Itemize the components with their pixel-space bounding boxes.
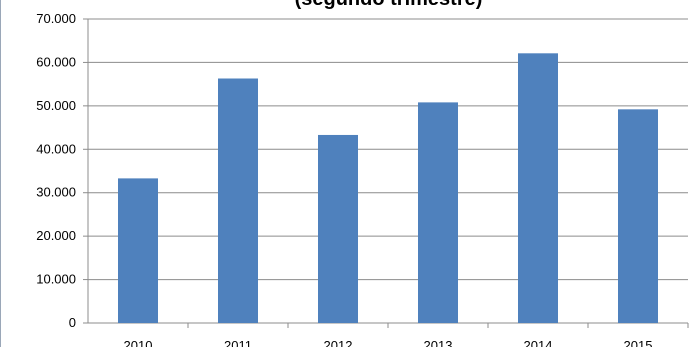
bar-2014 (518, 53, 558, 324)
y-tick-label: 50.000 (36, 98, 76, 113)
y-tick-label: 20.000 (36, 228, 76, 243)
bar-2015 (618, 109, 658, 324)
x-tick-label-2012: 2012 (324, 338, 353, 347)
bar-2012 (318, 134, 358, 323)
y-tick-label: 70.000 (36, 11, 76, 26)
bar-2010 (118, 178, 158, 323)
chart-title: (segundo trimestre) (91, 0, 686, 11)
x-tick-label-2015: 2015 (624, 338, 653, 347)
x-tick-label-2010: 2010 (124, 338, 153, 347)
y-tick-label: 40.000 (36, 141, 76, 156)
bar-2011 (218, 78, 258, 323)
x-tick-label-2014: 2014 (524, 338, 553, 347)
x-tick-label-2011: 2011 (224, 338, 252, 347)
y-tick-label: 30.000 (36, 185, 76, 200)
x-tick-label-2013: 2013 (424, 338, 453, 347)
bar-2013 (418, 102, 458, 323)
y-tick-label: 60.000 (36, 54, 76, 69)
y-tick-label: 0 (69, 315, 76, 330)
y-tick-label: 10.000 (36, 272, 76, 287)
